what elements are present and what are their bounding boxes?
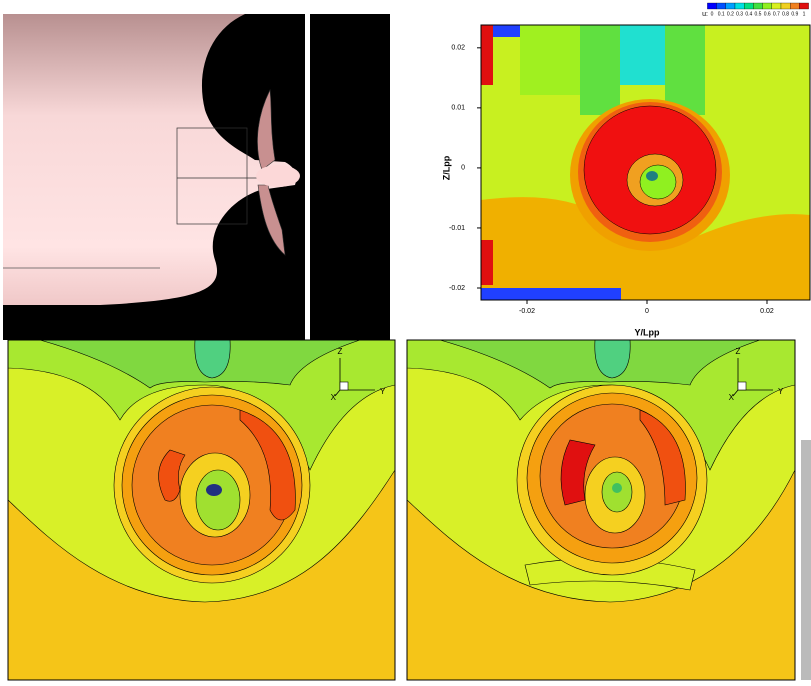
legend-label: 0.6 <box>764 11 771 17</box>
legend-swatch <box>726 3 735 9</box>
legend-swatch <box>735 3 744 9</box>
triad-label: Z <box>338 347 343 356</box>
legend-swatch <box>753 3 762 9</box>
x-tick-label: -0.02 <box>519 308 535 315</box>
triad-label: X <box>729 393 735 402</box>
legend-label: 1 <box>803 11 806 17</box>
y-tick-label: 0.01 <box>451 105 465 112</box>
legend-swatch <box>790 3 799 9</box>
x-axis-label: Y/Lpp <box>635 327 660 337</box>
x-tick-label: 0.02 <box>760 308 774 315</box>
legend-swatch <box>781 3 790 9</box>
legend-swatch <box>763 3 772 9</box>
scrollbar <box>801 440 811 680</box>
y-tick-label: -0.02 <box>449 285 465 292</box>
legend-title: u: <box>702 11 708 18</box>
legend-label: 0.3 <box>736 11 743 17</box>
contour-field <box>8 340 395 680</box>
legend-swatch <box>744 3 753 9</box>
legend-label: 0.5 <box>755 11 762 17</box>
triad-label: Y <box>778 387 784 396</box>
figure: Y/Lpp Z/Lpp u: 0 0.10.20.30.40.50.60.70.8… <box>0 0 811 686</box>
x-tick-label: 0 <box>645 308 649 315</box>
y-tick-label: 0 <box>461 165 465 172</box>
legend-label: 0.8 <box>782 11 789 17</box>
legend-label: 0.4 <box>745 11 752 17</box>
triad-label: Z <box>736 347 741 356</box>
legend-swatch <box>772 3 781 9</box>
y-tick-label: 0.02 <box>451 45 465 52</box>
legend-label: 0.2 <box>727 11 734 17</box>
hull-render <box>3 14 390 340</box>
legend-label: 0.7 <box>773 11 780 17</box>
legend-swatch <box>707 3 716 9</box>
contour-field <box>481 25 810 300</box>
triad-label: Y <box>380 387 386 396</box>
y-axis-label: Z/Lpp <box>441 155 451 180</box>
legend-swatch <box>799 3 808 9</box>
legend-swatch <box>717 3 726 9</box>
triad-label: X <box>331 393 337 402</box>
legend-label: 0.1 <box>718 11 725 17</box>
legend-label: 0 <box>711 11 714 17</box>
legend-label: 0.9 <box>791 11 798 17</box>
y-tick-label: -0.01 <box>449 225 465 232</box>
